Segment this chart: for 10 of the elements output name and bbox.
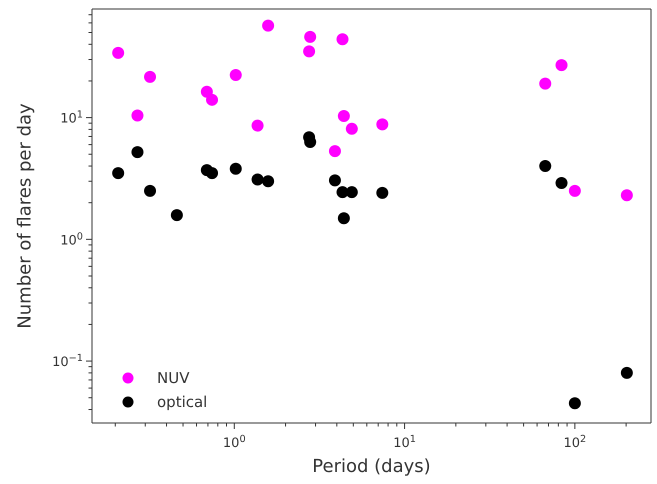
legend-label: optical [157,393,208,411]
legend-label: NUV [157,369,190,387]
y-tick-label: 10$^{1}$ [60,109,83,127]
y-axis-title: Number of flares per day [14,102,36,329]
x-tick-label: 10$^{0}$ [222,434,246,451]
y-tick-label: 10$^{0}$ [60,230,83,248]
x-tick-label: 10$^{2}$ [563,434,586,451]
x-axis-title: Period (days) [312,456,431,477]
x-tick-label: 10$^{1}$ [393,434,416,451]
y-tick-label: 10$^{−1}$ [52,352,83,370]
